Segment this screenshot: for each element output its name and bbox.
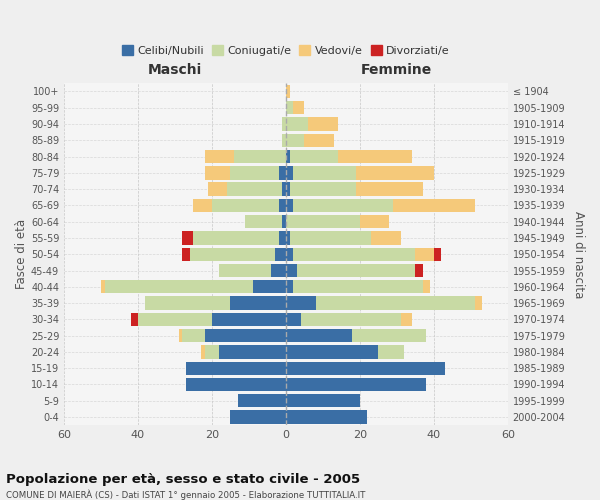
Bar	[282, 134, 286, 147]
Bar	[205, 166, 230, 179]
Bar	[316, 296, 475, 310]
Bar	[227, 182, 282, 196]
Bar	[278, 198, 286, 212]
Bar	[220, 264, 271, 277]
Bar	[290, 232, 371, 244]
Bar	[286, 198, 293, 212]
Bar	[271, 264, 286, 277]
Bar	[297, 264, 415, 277]
Bar	[131, 312, 138, 326]
Bar	[201, 345, 205, 358]
Bar	[104, 280, 253, 293]
Bar	[286, 182, 290, 196]
Y-axis label: Fasce di età: Fasce di età	[15, 219, 28, 290]
Bar	[423, 280, 430, 293]
Bar	[145, 296, 230, 310]
Bar	[275, 248, 286, 261]
Bar	[182, 329, 205, 342]
Bar	[286, 329, 352, 342]
Y-axis label: Anni di nascita: Anni di nascita	[572, 210, 585, 298]
Bar	[293, 280, 423, 293]
Bar	[293, 101, 304, 114]
Bar	[193, 232, 278, 244]
Bar	[371, 232, 401, 244]
Bar	[293, 248, 415, 261]
Bar	[379, 345, 404, 358]
Bar	[356, 166, 434, 179]
Bar	[282, 118, 286, 130]
Bar	[208, 182, 227, 196]
Bar	[286, 410, 367, 424]
Bar	[286, 362, 445, 375]
Bar	[286, 150, 290, 164]
Bar	[338, 150, 412, 164]
Text: Femmine: Femmine	[361, 63, 433, 77]
Bar	[286, 118, 308, 130]
Bar	[434, 248, 441, 261]
Bar	[356, 182, 423, 196]
Bar	[290, 182, 356, 196]
Bar	[205, 150, 234, 164]
Bar	[304, 134, 334, 147]
Bar	[245, 215, 282, 228]
Bar	[286, 312, 301, 326]
Bar	[182, 232, 193, 244]
Text: COMUNE DI MAIERÀ (CS) - Dati ISTAT 1° gennaio 2005 - Elaborazione TUTTITALIA.IT: COMUNE DI MAIERÀ (CS) - Dati ISTAT 1° ge…	[6, 489, 365, 500]
Bar	[230, 296, 286, 310]
Bar	[278, 232, 286, 244]
Bar	[290, 150, 338, 164]
Bar	[393, 198, 475, 212]
Bar	[415, 248, 434, 261]
Legend: Celibi/Nubili, Coniugati/e, Vedovi/e, Divorziati/e: Celibi/Nubili, Coniugati/e, Vedovi/e, Di…	[118, 41, 454, 60]
Bar	[301, 312, 401, 326]
Bar	[212, 198, 278, 212]
Bar	[286, 280, 293, 293]
Bar	[360, 215, 389, 228]
Bar	[352, 329, 427, 342]
Bar	[230, 166, 278, 179]
Bar	[293, 166, 356, 179]
Bar	[286, 264, 297, 277]
Bar	[293, 198, 393, 212]
Bar	[234, 150, 286, 164]
Bar	[401, 312, 412, 326]
Bar	[282, 215, 286, 228]
Bar	[186, 378, 286, 391]
Bar	[286, 378, 427, 391]
Bar	[286, 134, 304, 147]
Bar	[286, 166, 293, 179]
Bar	[182, 248, 190, 261]
Bar	[282, 182, 286, 196]
Text: Maschi: Maschi	[148, 63, 202, 77]
Bar	[278, 166, 286, 179]
Bar	[193, 198, 212, 212]
Bar	[475, 296, 482, 310]
Bar	[286, 101, 293, 114]
Bar	[212, 312, 286, 326]
Bar	[205, 345, 220, 358]
Bar	[308, 118, 338, 130]
Bar	[179, 329, 182, 342]
Bar	[286, 394, 360, 407]
Text: Popolazione per età, sesso e stato civile - 2005: Popolazione per età, sesso e stato civil…	[6, 472, 360, 486]
Bar	[286, 248, 293, 261]
Bar	[101, 280, 104, 293]
Bar	[286, 85, 290, 98]
Bar	[230, 410, 286, 424]
Bar	[220, 345, 286, 358]
Bar	[286, 296, 316, 310]
Bar	[138, 312, 212, 326]
Bar	[253, 280, 286, 293]
Bar	[186, 362, 286, 375]
Bar	[190, 248, 275, 261]
Bar	[205, 329, 286, 342]
Bar	[415, 264, 423, 277]
Bar	[286, 215, 360, 228]
Bar	[238, 394, 286, 407]
Bar	[286, 232, 290, 244]
Bar	[286, 345, 379, 358]
